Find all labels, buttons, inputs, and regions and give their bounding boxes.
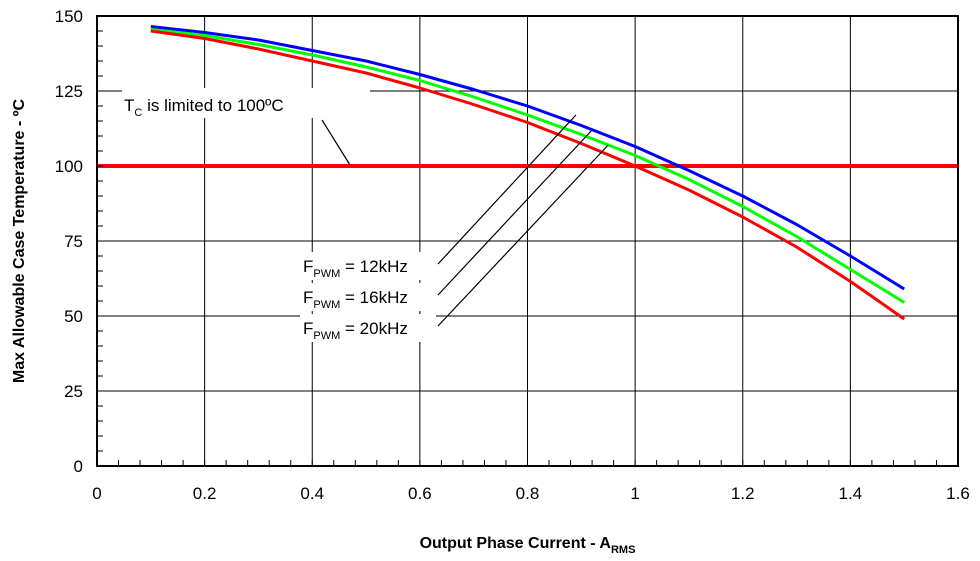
x-tick-label: 1 — [630, 484, 639, 503]
x-tick-label: 0.2 — [193, 484, 217, 503]
freq-label-bg — [300, 314, 436, 342]
series-lines — [97, 25, 958, 321]
series-line-1 — [150, 25, 905, 291]
x-tick-labels: 0 0.2 0.4 0.6 0.8 1 1.2 1.4 1.6 — [92, 484, 970, 503]
x-tick-label: 1.6 — [946, 484, 970, 503]
y-tick-labels: 0 25 50 75 100 125 150 — [55, 7, 83, 476]
limit-annotation: TC is limited to 100ºC — [124, 96, 284, 119]
freq-label-bg — [300, 283, 436, 311]
x-tick-label: 1.2 — [731, 484, 755, 503]
series-line-2 — [150, 28, 905, 304]
y-tick-label: 150 — [55, 7, 83, 26]
y-tick-label: 75 — [64, 232, 83, 251]
x-tick-label: 1.4 — [839, 484, 863, 503]
limit-leader-line — [321, 119, 351, 166]
freq-label-2: FPWM = 16kHz — [303, 288, 408, 311]
y-tick-label: 125 — [55, 82, 83, 101]
x-tick-label: 0.8 — [516, 484, 540, 503]
x-tick-label: 0.6 — [408, 484, 432, 503]
freq-label-3: FPWM = 20kHz — [303, 319, 408, 342]
minor-ticks — [96, 15, 959, 467]
limit-annotation-bg — [122, 88, 370, 118]
freq-label-bg — [300, 252, 436, 280]
y-tick-label: 0 — [74, 457, 83, 476]
x-tick-label: 0.4 — [300, 484, 324, 503]
grid — [97, 16, 958, 466]
y-tick-label: 25 — [64, 382, 83, 401]
annotations: TC is limited to 100ºC FPWM = 12kHz FPWM =… — [122, 88, 609, 342]
y-tick-label: 100 — [55, 157, 83, 176]
x-axis-title: Output Phase Current - ARMS — [420, 535, 636, 556]
freq-leader-line-1 — [437, 114, 577, 265]
freq-leader-line-2 — [437, 129, 593, 296]
freq-leader-line-3 — [437, 144, 609, 327]
y-tick-label: 50 — [64, 307, 83, 326]
x-tick-label: 0 — [92, 484, 101, 503]
series-line-3 — [150, 29, 906, 321]
y-axis-title: Max Allowable Case Temperature - ºC — [11, 98, 28, 383]
freq-label-1: FPWM = 12kHz — [303, 257, 408, 280]
